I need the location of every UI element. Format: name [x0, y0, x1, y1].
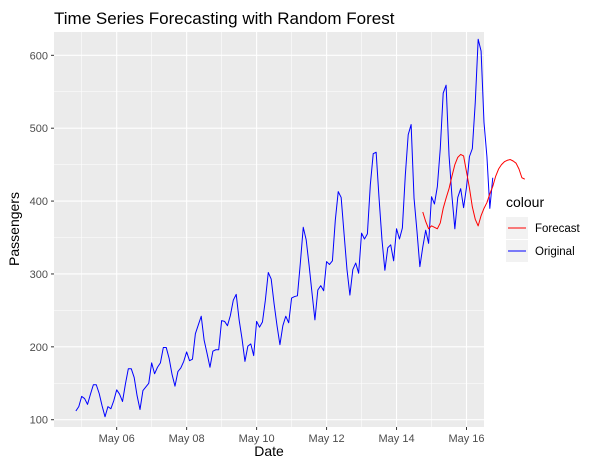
x-tick-label: May 10	[239, 433, 275, 445]
plot-panel	[54, 32, 484, 427]
y-tick-label: 600	[30, 50, 48, 62]
legend-items: Forecast Original	[506, 217, 581, 262]
legend: colour Forecast Original	[506, 194, 581, 262]
minor-gridlines	[54, 32, 484, 427]
y-tick-label: 500	[30, 123, 48, 135]
chart-title: Time Series Forecasting with Random Fore…	[54, 9, 395, 28]
y-tick-label: 400	[30, 196, 48, 208]
legend-label-original: Original	[535, 246, 575, 258]
y-tick-label: 300	[30, 269, 48, 281]
x-tick-label: May 16	[448, 433, 484, 445]
y-axis: 100 200 300 400 500 600	[30, 50, 54, 427]
series-line-forecast	[422, 153, 526, 230]
x-axis: May 06 May 08 May 10 May 12 May 14 May 16	[99, 427, 485, 445]
series-layer	[75, 38, 526, 418]
series-line-original	[75, 38, 494, 418]
x-tick-label: May 14	[379, 433, 415, 445]
x-tick-label: May 12	[309, 433, 345, 445]
legend-title: colour	[506, 194, 544, 210]
legend-label-forecast: Forecast	[535, 223, 581, 235]
y-tick-label: 100	[30, 415, 48, 427]
y-axis-title: Passengers	[6, 192, 22, 266]
x-tick-label: May 06	[99, 433, 135, 445]
x-axis-title: Date	[254, 443, 284, 459]
y-tick-label: 200	[30, 342, 48, 354]
x-tick-label: May 08	[169, 433, 205, 445]
